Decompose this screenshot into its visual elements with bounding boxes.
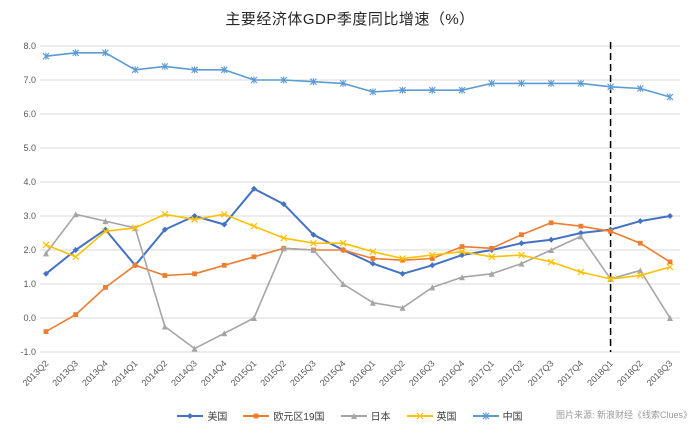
y-axis-tick-label: 4.0 bbox=[23, 177, 36, 187]
x-axis-tick-label: 2018Q1 bbox=[585, 358, 615, 388]
x-axis-tick-label: 2018Q2 bbox=[615, 358, 645, 388]
x-axis-tick-label: 2014Q2 bbox=[140, 358, 170, 388]
chart-title: 主要经济体GDP季度同比增速（%） bbox=[225, 11, 475, 28]
y-axis-tick-label: 3.0 bbox=[23, 211, 36, 221]
y-axis-tick-label: 6.0 bbox=[23, 109, 36, 119]
x-axis-tick-label: 2013Q3 bbox=[50, 358, 80, 388]
series-japan bbox=[43, 211, 673, 352]
x-axis-tick-label: 2016Q1 bbox=[348, 358, 378, 388]
x-axis-tick-label: 2016Q3 bbox=[407, 358, 437, 388]
x-axis-tick-label: 2016Q2 bbox=[377, 358, 407, 388]
y-axis-tick-label: 5.0 bbox=[23, 143, 36, 153]
y-axis-tick-label: 0.0 bbox=[23, 313, 36, 323]
x-axis-tick-label: 2014Q4 bbox=[199, 358, 229, 388]
gridlines: 8.0 7.0 6.0 5.0 4.0 3.0 2.0 1.0 0.0 -1.0 bbox=[20, 41, 680, 357]
x-axis-tick-label: 2015Q2 bbox=[258, 358, 288, 388]
x-axis-tick-label: 2015Q1 bbox=[229, 358, 259, 388]
series-china bbox=[42, 49, 674, 101]
y-axis-tick-label: 1.0 bbox=[23, 279, 36, 289]
x-axis-tick-label: 2013Q4 bbox=[80, 358, 110, 388]
x-axis-tick-label: 2015Q3 bbox=[288, 358, 318, 388]
series-eurozone bbox=[43, 220, 673, 334]
x-axis-tick-label: 2017Q4 bbox=[556, 358, 586, 388]
y-axis-tick-label: 8.0 bbox=[23, 41, 36, 51]
x-axis-labels: 2013Q2 2013Q3 2013Q4 2014Q1 2014Q2 2014Q3 2014… bbox=[21, 358, 675, 388]
x-axis-tick-label: 2018Q3 bbox=[645, 358, 675, 388]
y-axis-tick-label: 7.0 bbox=[23, 75, 36, 85]
x-axis-tick-label: 2014Q3 bbox=[169, 358, 199, 388]
series-uk bbox=[42, 210, 674, 283]
x-axis-tick-label: 2016Q4 bbox=[437, 358, 467, 388]
x-axis-tick-label: 2013Q2 bbox=[21, 358, 51, 388]
x-axis-tick-label: 2015Q4 bbox=[318, 358, 348, 388]
x-axis-tick-label: 2017Q2 bbox=[496, 358, 526, 388]
y-axis-tick-label: 2.0 bbox=[23, 245, 36, 255]
source-credit: 图片来源: 新浪财经《线索Clues》 bbox=[555, 410, 692, 420]
x-axis-tick-label: 2017Q1 bbox=[466, 358, 496, 388]
y-axis-tick-label: -1.0 bbox=[20, 347, 36, 357]
x-axis-tick-label: 2014Q1 bbox=[110, 358, 140, 388]
x-axis-tick-label: 2017Q3 bbox=[526, 358, 556, 388]
